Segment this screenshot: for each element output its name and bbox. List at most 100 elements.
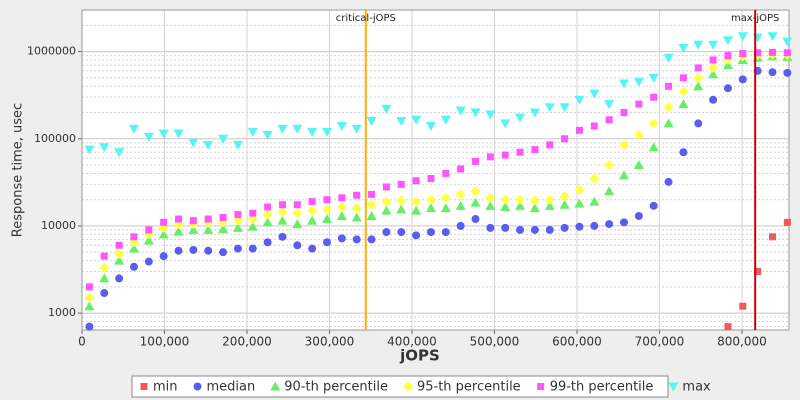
data-point: [456, 221, 465, 230]
data-point: [650, 93, 658, 101]
data-point: [739, 50, 747, 58]
data-point: [559, 103, 570, 113]
data-point: [783, 218, 791, 226]
data-point: [500, 119, 511, 129]
y-tick-label: 1000: [48, 306, 76, 319]
x-tick-label: 600,000: [552, 335, 602, 349]
data-point: [693, 81, 704, 91]
data-point: [472, 157, 480, 165]
data-point: [724, 52, 732, 60]
data-point: [262, 131, 273, 141]
data-point: [694, 119, 703, 128]
data-point: [159, 252, 168, 261]
data-point: [128, 243, 139, 253]
data-point: [233, 244, 242, 253]
data-point: [649, 201, 658, 210]
data-point: [425, 203, 436, 213]
data-point: [739, 302, 747, 310]
data-point: [84, 301, 95, 311]
data-point: [322, 127, 333, 137]
data-point: [143, 235, 154, 245]
y-axis-label: Response time, usec: [11, 103, 26, 237]
data-point: [620, 218, 629, 227]
data-point: [515, 194, 526, 205]
data-point: [544, 194, 555, 205]
data-point: [232, 140, 243, 150]
data-point: [767, 32, 778, 42]
data-point: [590, 221, 599, 230]
data-point: [619, 79, 630, 89]
data-point: [292, 219, 303, 229]
data-point: [633, 130, 644, 141]
data-point: [189, 245, 198, 254]
legend-label: max: [682, 380, 711, 395]
data-point: [783, 49, 791, 57]
data-point: [234, 211, 242, 219]
data-point: [411, 205, 422, 215]
data-point: [486, 153, 494, 161]
data-point: [351, 124, 362, 134]
data-point: [531, 146, 539, 154]
data-point: [574, 95, 585, 105]
data-point: [515, 113, 526, 123]
data-point: [455, 189, 466, 200]
data-point: [738, 75, 747, 84]
data-point: [100, 252, 108, 260]
x-tick-label: 500,000: [470, 335, 520, 349]
data-point: [783, 68, 792, 77]
data-point: [396, 195, 407, 206]
data-point: [338, 194, 346, 202]
data-point: [323, 196, 331, 204]
data-point: [590, 122, 598, 130]
data-point: [366, 211, 377, 221]
data-point: [693, 40, 704, 50]
data-point: [665, 82, 673, 90]
data-point: [425, 122, 436, 132]
data-point: [158, 229, 169, 239]
data-point: [219, 213, 227, 221]
data-point: [262, 217, 273, 227]
data-point: [145, 226, 153, 234]
data-point: [367, 235, 376, 244]
data-point: [516, 148, 524, 156]
data-point: [351, 203, 362, 214]
data-point: [574, 184, 585, 195]
data-point: [500, 194, 511, 205]
data-point: [411, 115, 422, 125]
data-point: [382, 228, 391, 237]
data-point: [426, 228, 435, 237]
data-point: [351, 212, 362, 222]
data-point: [396, 116, 407, 126]
data-point: [604, 160, 615, 171]
data-point: [589, 89, 600, 99]
data-point: [203, 224, 214, 234]
y-tick-label: 100000: [34, 132, 76, 145]
data-point: [769, 233, 777, 241]
data-point: [440, 115, 451, 125]
data-point: [575, 222, 584, 231]
data-point: [173, 226, 184, 236]
x-axis-label: jOPS: [399, 347, 440, 365]
x-tick-label: 800,000: [717, 335, 767, 349]
data-point: [648, 118, 659, 129]
data-point: [144, 257, 153, 266]
data-point: [322, 204, 333, 215]
data-point: [470, 186, 481, 197]
data-point: [173, 129, 184, 139]
data-point: [248, 244, 257, 253]
data-point: [188, 224, 199, 234]
data-point: [337, 234, 346, 243]
data-point: [455, 200, 466, 210]
data-point: [189, 217, 197, 225]
data-point: [635, 100, 643, 108]
data-point: [425, 194, 436, 205]
data-point: [396, 204, 407, 214]
data-point: [441, 228, 450, 237]
data-point: [574, 198, 585, 208]
data-point: [515, 200, 526, 210]
data-point: [203, 140, 214, 150]
legend-label: min: [153, 380, 178, 395]
data-point: [679, 148, 688, 157]
legend-label: 90-th percentile: [284, 380, 388, 395]
